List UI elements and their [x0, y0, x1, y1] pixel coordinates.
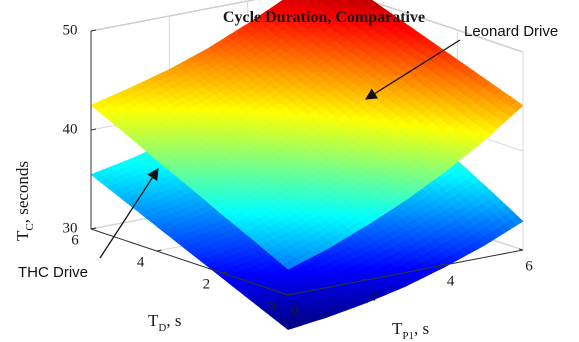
x-axis-line: [287, 249, 524, 296]
thc-drive-arrow: [99, 168, 159, 259]
y-tick-label: 6: [71, 232, 79, 248]
leonard-drive-surface-patch: [281, 260, 296, 270]
z-tick-mark: [90, 227, 97, 230]
y-tick-label: 0: [268, 298, 276, 314]
grid-line: [90, 0, 256, 32]
z-tick-label: 30: [63, 220, 78, 236]
y-tick-mark: [287, 293, 294, 296]
z-tick-mark: [90, 29, 97, 32]
surfaces: [90, 0, 524, 330]
x-tick-label: 2: [369, 288, 377, 304]
thc-drive-annotation: THC Drive: [18, 264, 88, 281]
x-tick-label: 4: [447, 273, 455, 289]
y-axis-label: TD, s: [148, 311, 181, 334]
x-axis-label: TP1, s: [392, 319, 429, 342]
y-tick-label: 2: [203, 276, 211, 292]
x-tick-mark: [440, 263, 445, 266]
y-tick-label: 4: [137, 254, 145, 270]
y-tick-mark: [222, 271, 228, 274]
x-tick-mark: [518, 248, 524, 251]
x-tick-label: 6: [525, 258, 533, 274]
chart-title: Cycle Duration, Comparative: [223, 9, 425, 26]
x-tick-mark: [362, 278, 367, 281]
z-tick-mark: [90, 128, 97, 131]
y-tick-mark: [156, 249, 162, 252]
z-tick-label: 50: [63, 22, 78, 38]
z-axis-label: TC, seconds: [13, 161, 36, 241]
thc-drive-surface-patch: [281, 322, 296, 330]
x-tick-mark: [283, 293, 289, 296]
y-axis-line: [90, 228, 289, 296]
z-tick-label: 40: [63, 121, 78, 137]
grid-line: [366, 0, 524, 53]
leonard-drive-surface-patch: [330, 0, 337, 3]
x-tick-label: 0: [290, 303, 298, 319]
leonard-drive-annotation: Leonard Drive: [464, 23, 558, 40]
leonard-drive-arrow: [365, 39, 461, 100]
